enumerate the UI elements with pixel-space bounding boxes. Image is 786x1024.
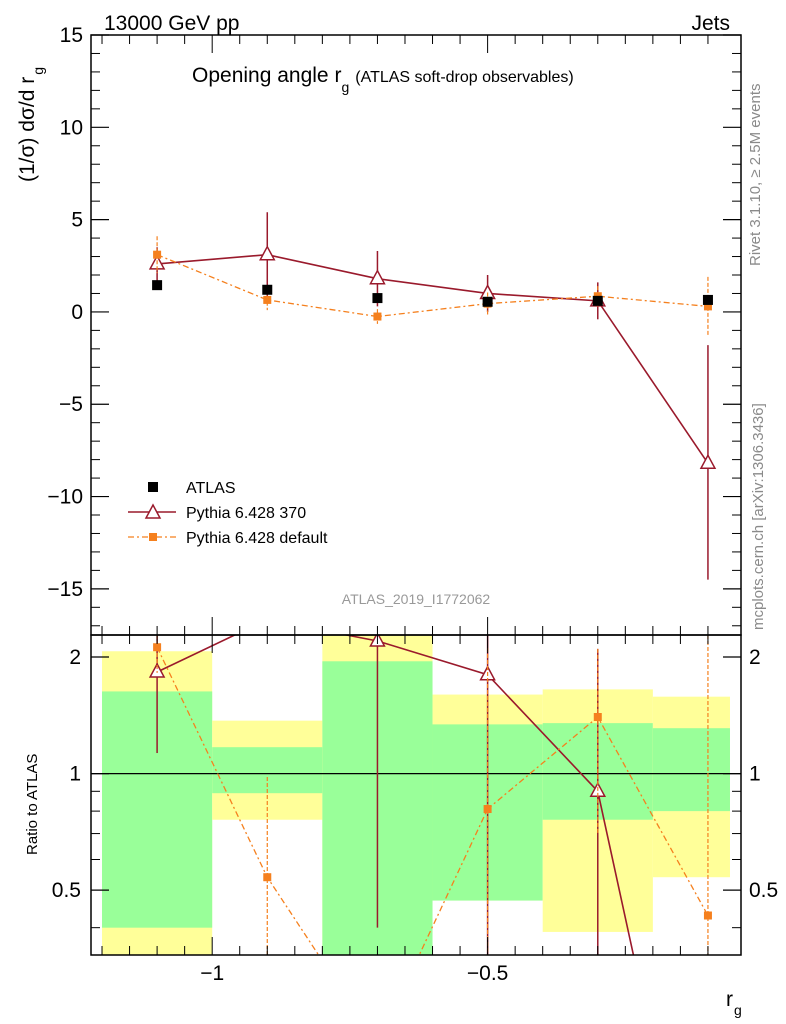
ratio-y-tick-label-right: 2	[749, 646, 761, 669]
ratio-370-point	[148, 662, 166, 678]
mcplots-label: mcplots.cern.ch [arXiv:1306.3436]	[750, 403, 767, 630]
y-tick-label: 5	[71, 209, 83, 232]
y-tick-label: −15	[47, 578, 83, 601]
pythia-370-line	[157, 253, 709, 464]
pythia-default-line	[156, 254, 709, 318]
pythia-370-point	[259, 245, 276, 261]
y-tick-label: −5	[59, 393, 83, 416]
ratio-clipped-content	[91, 635, 741, 955]
ratio-default-point	[703, 911, 712, 920]
legend-atlas-label: ATLAS	[186, 480, 236, 497]
legend-370-marker	[144, 503, 162, 519]
x-tick-label: −0.5	[467, 962, 508, 985]
atlas-point	[482, 296, 493, 307]
legend-entry-pythia-default: Pythia 6.428 default	[128, 530, 328, 547]
rivet-label: Rivet 3.1.10, ≥ 2.5M events	[747, 84, 764, 267]
ratio-default-point	[263, 873, 272, 882]
legend-370-label: Pythia 6.428 370	[186, 505, 306, 522]
ratio-y-tick-label-right: 1	[749, 763, 761, 786]
ratio-default-point	[153, 643, 162, 652]
atlas-point	[372, 293, 383, 304]
pythia-default-point	[703, 302, 712, 311]
ratio-panel-plot: 2 2 1 1 0.5 0.5 −1 −0.5	[52, 635, 778, 985]
energy-label: 13000 GeV pp	[104, 12, 239, 35]
pythia-default-point	[263, 295, 272, 304]
main-panel-plot: 15 10 5 0 −5 −10 −15	[47, 24, 741, 635]
ratio-y-tick-label: 2	[69, 646, 81, 669]
pythia-370-point	[699, 453, 717, 470]
atlas-point	[152, 280, 163, 291]
ratio-y-tick-label-right: 0.5	[749, 879, 778, 902]
x-tick-label: −1	[200, 962, 224, 985]
category-label: Jets	[691, 12, 730, 35]
legend-entry-atlas: ATLAS	[148, 480, 236, 497]
pythia-370-point	[369, 269, 386, 285]
pythia-default-point	[373, 312, 382, 321]
legend-entry-pythia-370: Pythia 6.428 370	[128, 503, 306, 522]
atlas-point	[702, 294, 713, 305]
ratio-default-point	[593, 713, 602, 722]
ratio-default-point	[483, 805, 492, 814]
analysis-id: ATLAS_2019_I1772062	[342, 591, 491, 607]
ratio-panel-frame	[90, 634, 742, 956]
x-axis-label: rg	[726, 988, 742, 1018]
plot-title: Opening angle rg(ATLAS soft-drop observa…	[192, 64, 574, 95]
atlas-point	[592, 295, 603, 306]
ratio-axis-label: Ratio to ATLAS	[24, 754, 41, 855]
legend-atlas-marker	[148, 482, 158, 492]
legend-default-marker	[149, 533, 157, 541]
ratio-370-line	[156, 635, 635, 955]
y-axis-label: (1/σ) dσ/d rg	[16, 67, 46, 182]
legend-default-label: Pythia 6.428 default	[186, 530, 328, 547]
y-tick-label: 0	[71, 301, 83, 324]
ratio-y-tick-label: 0.5	[52, 879, 81, 902]
atlas-point	[262, 284, 273, 295]
ratio-green-band	[652, 728, 730, 812]
y-tick-label: 15	[60, 24, 83, 47]
ratio-y-tick-label: 1	[69, 763, 81, 786]
pythia-default-point	[153, 250, 162, 259]
y-tick-label: −10	[47, 486, 83, 509]
ratio-default-line	[156, 646, 709, 955]
y-tick-label: 10	[60, 116, 83, 139]
legend: ATLAS Pythia 6.428 370 Pythia 6.428 defa…	[128, 480, 328, 547]
